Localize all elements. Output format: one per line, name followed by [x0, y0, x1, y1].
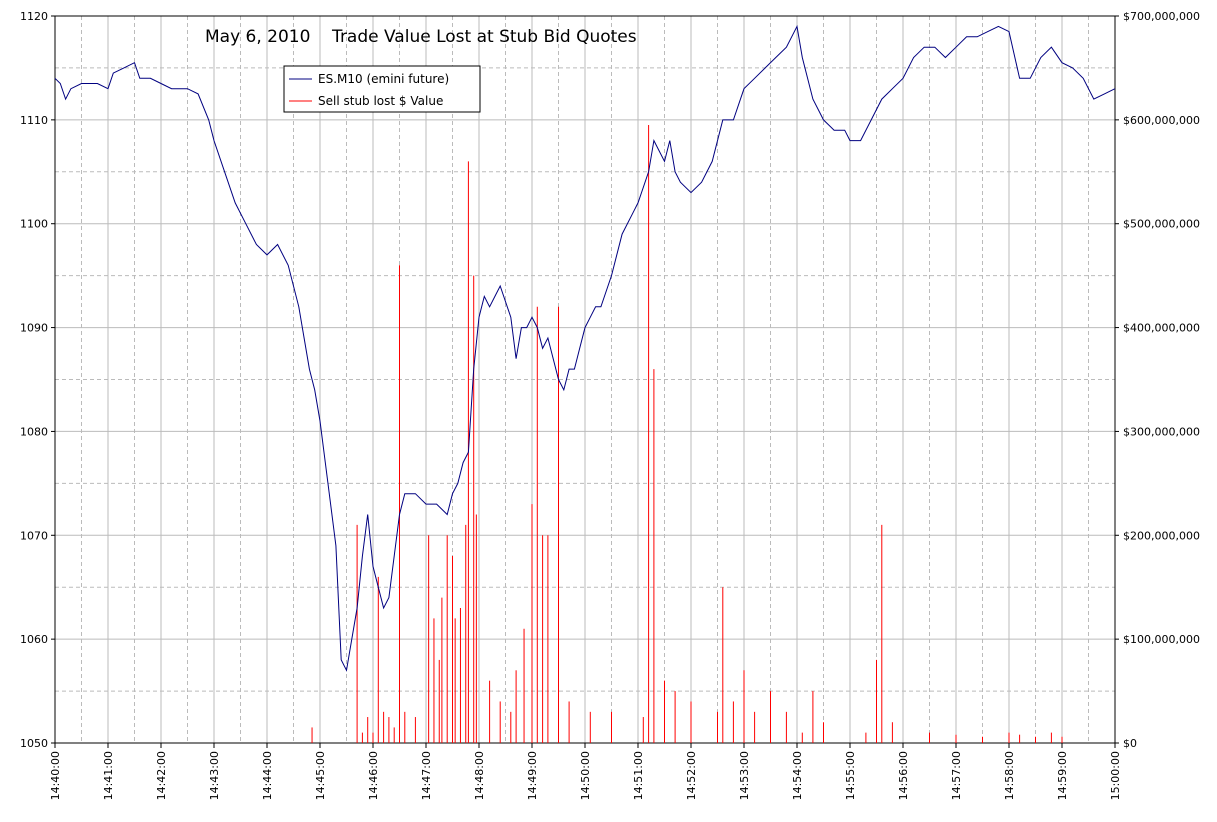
right-tick-label: $500,000,000: [1123, 218, 1200, 231]
x-tick-label: 14:51:00: [632, 751, 645, 800]
x-tick-label: 14:42:00: [155, 751, 168, 800]
x-tick-label: 14:54:00: [791, 751, 804, 800]
left-tick-label: 1110: [20, 114, 48, 127]
left-tick-label: 1080: [20, 425, 48, 438]
left-tick-label: 1120: [20, 10, 48, 23]
x-tick-label: 14:40:00: [49, 751, 62, 800]
right-tick-label: $600,000,000: [1123, 114, 1200, 127]
x-tick-label: 15:00:00: [1109, 751, 1122, 800]
legend-label-es: ES.M10 (emini future): [318, 72, 449, 86]
x-tick-label: 14:49:00: [526, 751, 539, 800]
left-tick-label: 1060: [20, 633, 48, 646]
chart-title: May 6, 2010 Trade Value Lost at Stub Bid…: [205, 27, 637, 47]
legend-label-stub: Sell stub lost $ Value: [318, 94, 443, 108]
x-tick-label: 14:43:00: [208, 751, 221, 800]
x-tick-label: 14:53:00: [738, 751, 751, 800]
x-tick-label: 14:48:00: [473, 751, 486, 800]
left-tick-label: 1070: [20, 529, 48, 542]
left-axis: 1050 1060 1070 1080 1090 1100 1110 1120: [20, 10, 55, 750]
x-tick-label: 14:50:00: [579, 751, 592, 800]
x-axis: 14:40:00 14:41:00 14:42:00 14:43:00 14:44:00…: [49, 743, 1122, 800]
x-tick-label: 14:46:00: [367, 751, 380, 800]
x-tick-label: 14:41:00: [102, 751, 115, 800]
right-tick-label: $300,000,000: [1123, 425, 1200, 438]
x-tick-label: 14:52:00: [685, 751, 698, 800]
legend: ES.M10 (emini future) Sell stub lost $ V…: [283, 65, 481, 113]
es-price-line: [54, 24, 1116, 672]
right-tick-label: $400,000,000: [1123, 322, 1200, 335]
sell-stub-spikes: [311, 125, 1063, 743]
grid-lines: [54, 15, 1116, 744]
x-tick-label: 14:44:00: [261, 751, 274, 800]
right-axis: $0 $100,000,000 $200,000,000 $300,000,000 $4…: [1115, 10, 1200, 750]
right-tick-label: $700,000,000: [1123, 10, 1200, 23]
x-tick-label: 14:47:00: [420, 751, 433, 800]
x-tick-label: 14:55:00: [844, 751, 857, 800]
x-tick-label: 14:58:00: [1003, 751, 1016, 800]
left-tick-label: 1090: [20, 322, 48, 335]
right-tick-label: $0: [1123, 737, 1137, 750]
x-tick-label: 14:57:00: [950, 751, 963, 800]
x-tick-label: 14:56:00: [897, 751, 910, 800]
right-tick-label: $200,000,000: [1123, 529, 1200, 542]
left-tick-label: 1050: [20, 737, 48, 750]
right-tick-label: $100,000,000: [1123, 633, 1200, 646]
left-tick-label: 1100: [20, 218, 48, 231]
x-tick-label: 14:45:00: [314, 751, 327, 800]
x-tick-label: 14:59:00: [1056, 751, 1069, 800]
